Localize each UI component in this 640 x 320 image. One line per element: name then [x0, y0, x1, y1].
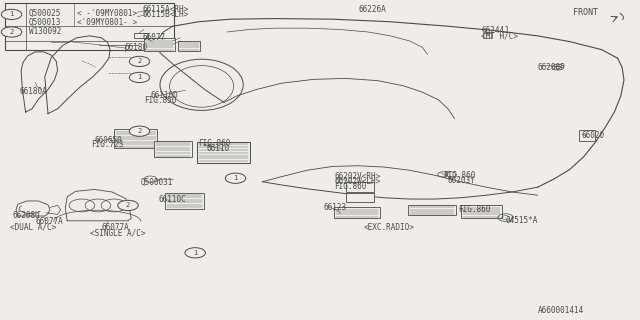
Text: <'09MY0801- >: <'09MY0801- >	[77, 18, 137, 27]
Bar	[346, 182, 374, 192]
Circle shape	[225, 173, 246, 183]
Text: 66110D: 66110D	[150, 92, 178, 100]
Text: Q500025: Q500025	[29, 9, 61, 18]
Text: 66020: 66020	[581, 132, 604, 140]
Text: <EXC.RADIO>: <EXC.RADIO>	[364, 223, 414, 232]
Text: A660001414: A660001414	[538, 306, 584, 315]
Text: 66115A<RH>: 66115A<RH>	[142, 5, 188, 14]
Text: 66115B<LH>: 66115B<LH>	[142, 10, 188, 19]
Text: FIG.860: FIG.860	[334, 182, 367, 191]
Circle shape	[129, 72, 150, 83]
Text: 66180: 66180	[125, 44, 148, 52]
Text: 1: 1	[193, 250, 198, 256]
Text: FIG.860: FIG.860	[458, 205, 491, 214]
Text: 660650: 660650	[95, 136, 122, 145]
Text: Q500013: Q500013	[29, 18, 61, 27]
Bar	[197, 142, 250, 163]
Bar	[134, 33, 148, 38]
Text: 1: 1	[137, 75, 142, 80]
Text: 2: 2	[138, 128, 141, 134]
Bar	[5, 3, 174, 50]
Bar	[178, 41, 200, 51]
Text: Q500031: Q500031	[141, 178, 173, 187]
Circle shape	[118, 200, 138, 211]
Text: 66208U: 66208U	[13, 212, 40, 220]
Text: 66077A: 66077A	[101, 223, 129, 232]
Bar	[346, 193, 374, 202]
Text: 66110C: 66110C	[159, 196, 186, 204]
Bar	[408, 205, 456, 215]
Text: <DUAL A/C>: <DUAL A/C>	[10, 223, 56, 232]
Bar	[483, 33, 491, 38]
Bar	[165, 193, 204, 209]
Text: W130092: W130092	[29, 28, 61, 36]
Text: 66123: 66123	[323, 203, 346, 212]
Text: <MT H/C>: <MT H/C>	[481, 31, 518, 40]
Text: 1: 1	[233, 175, 238, 181]
Text: FIG.723: FIG.723	[92, 140, 124, 149]
Text: 66244J: 66244J	[481, 26, 509, 35]
Text: 1: 1	[9, 12, 14, 17]
Circle shape	[1, 27, 22, 37]
Text: 66203Y: 66203Y	[448, 176, 476, 185]
Text: < -'09MY0801>: < -'09MY0801>	[77, 9, 137, 18]
Text: FIG.860: FIG.860	[443, 172, 476, 180]
Text: 66110: 66110	[206, 144, 229, 153]
Bar	[461, 205, 502, 218]
Text: 66077: 66077	[142, 33, 165, 42]
Text: 66202W<LH>: 66202W<LH>	[334, 177, 380, 186]
Text: 66208P: 66208P	[538, 63, 565, 72]
Bar	[579, 130, 595, 141]
Circle shape	[185, 248, 205, 258]
Circle shape	[129, 56, 150, 67]
Text: <SINGLE A/C>: <SINGLE A/C>	[90, 228, 145, 237]
Circle shape	[129, 126, 150, 136]
Bar	[334, 207, 380, 218]
Text: FRONT: FRONT	[573, 8, 598, 17]
Text: FIG.860: FIG.860	[198, 140, 231, 148]
Bar	[114, 129, 157, 148]
Text: 66202V<RH>: 66202V<RH>	[334, 172, 380, 181]
Text: 2: 2	[126, 203, 130, 208]
Text: 2: 2	[10, 29, 13, 35]
Text: 66180A: 66180A	[19, 87, 47, 96]
Text: 66077A: 66077A	[35, 217, 63, 226]
Bar	[154, 141, 192, 157]
Bar	[144, 38, 175, 51]
Text: FIG.850: FIG.850	[144, 96, 177, 105]
Text: 04515*A: 04515*A	[506, 216, 538, 225]
Circle shape	[1, 9, 22, 20]
Text: 66226A: 66226A	[358, 5, 386, 14]
Text: 2: 2	[138, 59, 141, 64]
